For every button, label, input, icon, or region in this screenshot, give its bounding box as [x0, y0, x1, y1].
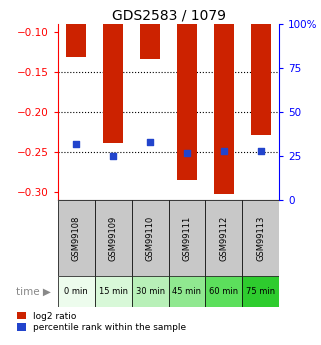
Bar: [66, 0, 86, 57]
Text: 30 min: 30 min: [135, 287, 165, 296]
Bar: [140, 0, 160, 59]
Bar: [95, 200, 132, 276]
Point: [147, 139, 153, 145]
Text: time ▶: time ▶: [16, 287, 51, 296]
Legend: log2 ratio, percentile rank within the sample: log2 ratio, percentile rank within the s…: [17, 312, 187, 332]
Bar: [169, 200, 205, 276]
Bar: [242, 200, 279, 276]
Text: GSM99110: GSM99110: [145, 215, 155, 261]
Bar: [169, 276, 205, 307]
Text: GSM99109: GSM99109: [108, 215, 118, 261]
Bar: [132, 276, 169, 307]
Text: 60 min: 60 min: [209, 287, 239, 296]
Bar: [242, 276, 279, 307]
Text: GSM99112: GSM99112: [219, 215, 229, 261]
Text: 15 min: 15 min: [99, 287, 128, 296]
Point: [258, 148, 263, 154]
Title: GDS2583 / 1079: GDS2583 / 1079: [111, 9, 226, 23]
Text: GSM99113: GSM99113: [256, 215, 265, 261]
Bar: [58, 276, 95, 307]
Bar: [251, 0, 271, 135]
Text: 45 min: 45 min: [172, 287, 202, 296]
Point: [110, 153, 116, 159]
Bar: [177, 0, 197, 180]
Point: [184, 150, 189, 155]
Point: [221, 148, 226, 154]
Bar: [58, 200, 95, 276]
Bar: [132, 200, 169, 276]
Text: GSM99108: GSM99108: [72, 215, 81, 261]
Bar: [103, 0, 123, 142]
Bar: [95, 276, 132, 307]
Point: [74, 141, 79, 147]
Text: 75 min: 75 min: [246, 287, 275, 296]
Text: GSM99111: GSM99111: [182, 215, 192, 261]
Text: 0 min: 0 min: [65, 287, 88, 296]
Bar: [205, 200, 242, 276]
Bar: [214, 0, 234, 194]
Bar: [205, 276, 242, 307]
